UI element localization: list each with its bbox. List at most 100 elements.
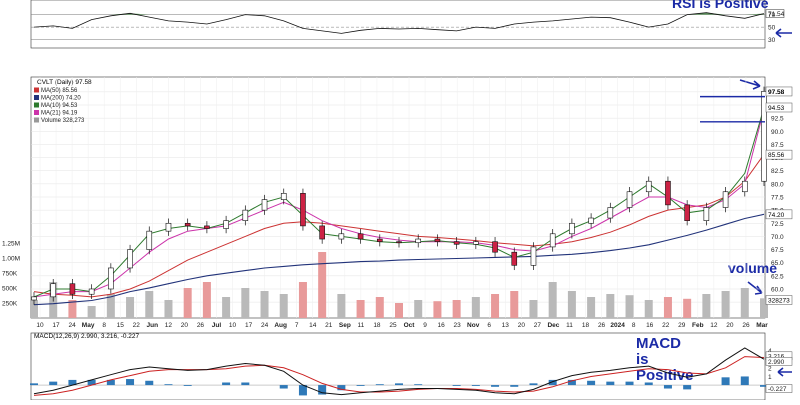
volume-bar [625,295,634,318]
volume-bar [106,294,115,318]
volume-bar [68,300,77,318]
rsi-annotation: RSI is Positive [672,0,769,11]
candle-body [204,225,210,229]
macd-histogram-bar [683,385,692,390]
macd-histogram-bar [414,384,423,386]
candle-body [530,246,537,266]
volume-annotation: volume [728,260,777,276]
macd-histogram-bar [126,379,135,386]
x-axis-label: 10 [229,322,237,329]
volume-bar [145,291,154,318]
macd-annotation-line2: is [636,351,649,368]
macd-tick-label: 2 [768,365,772,372]
volume-bar [241,288,250,318]
volume-bar [548,282,557,318]
candle-body [645,180,652,193]
legend-entry: MA(50) 85.56 [41,88,78,94]
candle-body [434,238,441,242]
volume-bar [337,294,346,318]
macd-histogram-bar [106,379,115,386]
x-axis-label: May [82,322,95,329]
price-tick-label: 60.0 [771,286,784,293]
rsi-tick-label: 70 [768,12,776,19]
x-axis-label: 27 [534,322,542,329]
macd-histogram-bar [68,379,77,386]
candle-body [184,222,191,227]
legend-entry: MA(10) 94.53 [41,103,78,109]
macd-arrow [777,367,792,377]
volume-tick-label: 1.00M [2,256,20,263]
candle-body [146,230,153,250]
x-axis-label: Sep [339,322,351,329]
volume-bar [740,288,749,318]
volume-bar [279,294,288,318]
price-tick-label: 82.5 [771,168,784,175]
macd-histogram-bar [625,381,634,386]
candle-body [588,217,594,224]
volume-bar [318,252,327,318]
price-tag-label: 85.56 [768,152,785,159]
x-axis-label: 26 [197,322,205,329]
candle-body [684,204,690,221]
volume-tick-label: 500K [2,286,18,293]
candle-body [703,207,710,221]
candle-body [722,191,729,208]
price-tag-label: 94.53 [768,105,785,112]
macd-histogram-bar [356,385,365,386]
rsi-tick-label: 71.54 [768,11,785,18]
candle-body [453,241,460,245]
annotation-arrows [739,28,792,377]
x-axis-label: Nov [467,322,480,329]
macd-histogram-bar [760,385,768,387]
candle-body [357,233,364,240]
candle-body [376,238,383,242]
candle-body [338,233,345,240]
macd-tick-label: 1 [768,374,772,381]
x-axis-label: 15 [117,322,125,329]
volume-bar [356,300,365,318]
price-arrow [739,79,761,90]
x-axis-label: 20 [726,322,734,329]
macd-histogram-bar [375,384,384,386]
candle-body [165,222,172,232]
macd-histogram-bar [644,382,653,386]
macd-annotation-line1: MACD [636,335,681,352]
candle-body [300,193,306,227]
rsi-line [33,12,765,34]
macd-histogram-bar [49,381,58,386]
volume-bar [760,298,768,318]
volume-bar [567,291,576,318]
x-axis-label: 20 [181,322,189,329]
candle-body [626,191,633,208]
candle-body [396,241,402,244]
price-tag-box [765,209,793,220]
candle-body [127,249,133,269]
candle-body [280,193,287,200]
volume-bar [202,282,211,318]
candle-body [549,233,556,248]
volume-bar [222,297,231,318]
volume-bar [606,294,615,318]
candle-body [511,251,518,266]
candle-body [473,241,479,245]
volume-arrow [747,281,763,295]
macd-tick-label: 3.216 [768,353,785,360]
x-axis-label: 17 [245,322,253,329]
volume-bar [30,300,38,318]
price-tick-label: 87.5 [771,142,784,149]
x-axis-label: 8 [102,322,106,329]
candle-body [108,267,114,290]
x-axis-label: 26 [742,322,750,329]
legend-entry: MA(21) 94.19 [41,111,78,117]
volume-bar [644,300,653,318]
x-axis-label: Oct [404,322,416,329]
legend-entry: Volume 328,273 [41,118,85,124]
x-axis-label: 12 [165,322,173,329]
chart-dynamic-layer: 71.5470503097.595.092.590.087.585.082.58… [2,9,793,396]
x-axis-label: 6 [487,322,491,329]
candle-body [761,91,767,182]
price-panel [30,76,766,319]
volume-tick-label: 750K [2,271,18,278]
price-tag-box [765,295,793,305]
